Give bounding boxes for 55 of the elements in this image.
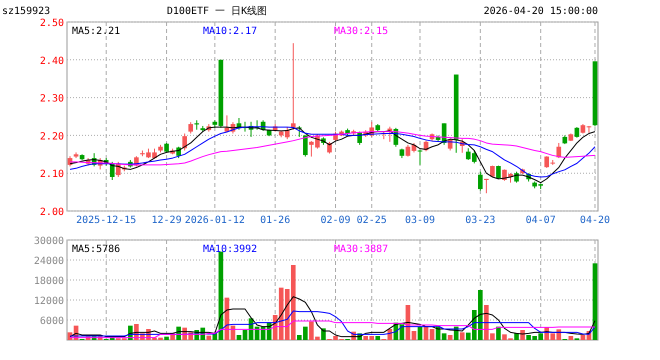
- line-series: [70, 296, 596, 338]
- y-tick-label: 2.50: [40, 18, 64, 29]
- x-tick-label: 03-09: [404, 215, 436, 226]
- line-series: [70, 310, 596, 336]
- bar: [568, 336, 574, 340]
- bar: [514, 333, 519, 340]
- y-tick-label: 12000: [34, 296, 64, 307]
- bar: [592, 263, 598, 340]
- candlestick: [556, 142, 562, 159]
- text: MA30:2.15: [334, 26, 388, 37]
- y-tick-label: 2.30: [40, 94, 64, 105]
- bar: [418, 326, 422, 340]
- bar: [496, 326, 501, 340]
- y-tick-label: 30000: [34, 236, 64, 247]
- x-tick-label: 03-23: [465, 215, 496, 226]
- candlestick: [188, 122, 194, 134]
- y-tick-label: 24000: [34, 256, 64, 267]
- x-tick-label: 02-25: [356, 215, 387, 226]
- text: MA10:2.17: [203, 26, 258, 37]
- y-tick-label: 2.10: [40, 169, 64, 180]
- candlestick: [514, 171, 519, 184]
- bar: [448, 335, 452, 340]
- bar: [206, 336, 212, 340]
- x-tick-label: 04-20: [580, 215, 610, 226]
- x-tick-label: 02-09: [320, 215, 351, 226]
- y-tick-label: 18000: [34, 276, 64, 287]
- x-tick-label: 01-26: [260, 215, 290, 226]
- y-tick-label: 2.20: [40, 131, 64, 142]
- candlestick: [182, 133, 187, 152]
- text: sz159923: [2, 6, 50, 17]
- text: MA30:3887: [334, 244, 388, 255]
- text: 2026-04-20 15:00:00: [484, 6, 598, 17]
- y-tick-label: 2.00: [40, 207, 64, 218]
- x-tick-label: 04-07: [526, 215, 556, 226]
- candlestick: [574, 126, 580, 138]
- x-tick-label: 2026-01-12: [184, 215, 245, 226]
- text: MA10:3992: [203, 244, 258, 255]
- candlestick: [400, 148, 404, 159]
- text: MA5:2.21: [72, 26, 120, 37]
- bar: [460, 332, 465, 340]
- x-tick-label: 2025-12-15: [76, 215, 136, 226]
- candlestick: [303, 134, 308, 158]
- candlestick: [496, 165, 501, 180]
- candlestick: [418, 149, 422, 166]
- bar: [375, 336, 380, 340]
- chart-title: D100ETF 一 日K线图: [166, 5, 268, 17]
- bar: [164, 336, 169, 340]
- candlestick: [478, 171, 483, 192]
- text: MA5:5786: [72, 244, 120, 255]
- candlestick: [164, 142, 169, 153]
- line-series: [70, 320, 596, 338]
- y-tick-label: 6000: [40, 316, 64, 327]
- candlestick: [424, 140, 428, 152]
- x-tick-label: 12-29: [152, 215, 182, 226]
- y-tick-label: 2.40: [40, 56, 64, 67]
